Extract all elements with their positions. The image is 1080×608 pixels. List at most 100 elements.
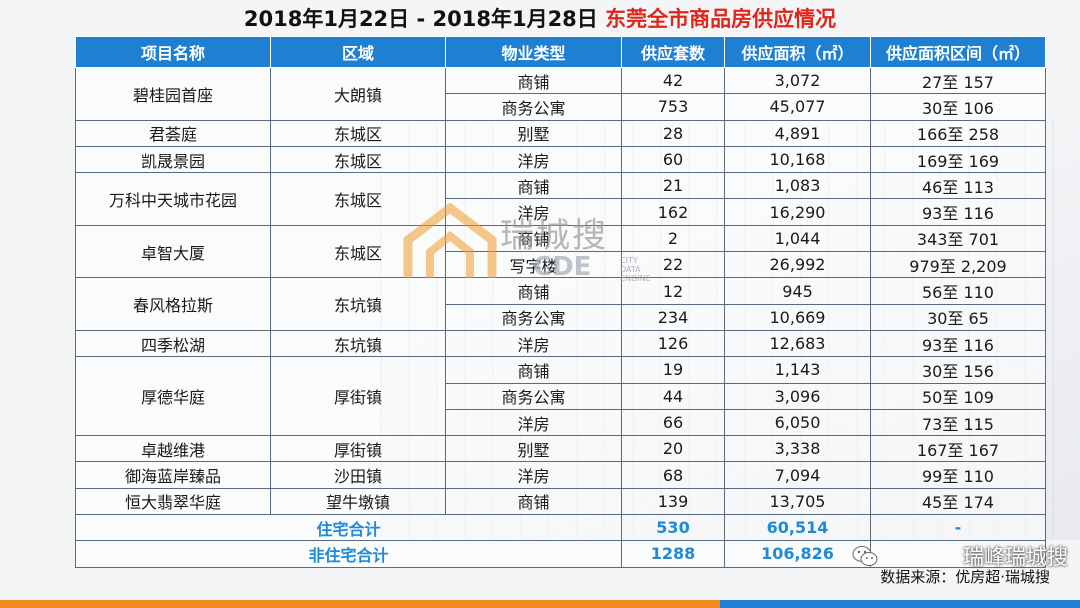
table-row: 洋房 162 16,290 93至 116 <box>76 198 1046 226</box>
total-units: 1288 <box>621 540 725 568</box>
supply-area: 945 <box>724 277 871 305</box>
supply-units: 42 <box>621 66 725 95</box>
area-range: 99至 110 <box>870 461 1046 489</box>
property-type: 商铺 <box>445 277 622 305</box>
project-area: 东坑镇 <box>270 277 446 331</box>
project-name: 厚德华庭 <box>75 356 271 437</box>
supply-area: 1,044 <box>724 224 871 253</box>
header-sqm: 供应面积（㎡） <box>724 36 871 68</box>
area-range: 979至 2,209 <box>870 251 1046 279</box>
supply-area: 1,083 <box>724 172 871 200</box>
supply-units: 2 <box>621 224 725 253</box>
area-range: 30至 156 <box>870 356 1046 384</box>
property-type: 商务公寓 <box>445 382 622 410</box>
project-area: 东坑镇 <box>270 329 446 358</box>
supply-area: 10,168 <box>724 145 871 174</box>
table-row: 商务公寓 753 45,077 30至 106 <box>76 93 1046 121</box>
property-type: 洋房 <box>445 198 622 226</box>
table-row: 恒大翡翠华庭 望牛墩镇 商铺 139 13,705 45至 174 <box>75 487 1046 516</box>
brand-name: 瑞峰瑞城搜 <box>963 545 1068 569</box>
table-row: 四季松湖 东坑镇 洋房 126 12,683 93至 116 <box>75 329 1046 358</box>
table-row: 春风格拉斯 东坑镇 商铺 12 945 56至 110 <box>75 277 1046 331</box>
project-area: 东城区 <box>270 172 446 226</box>
table-header-row: 项目名称 区域 物业类型 供应套数 供应面积（㎡） 供应面积区间（㎡） <box>75 36 1046 68</box>
table-row: 御海蓝岸臻品 沙田镇 洋房 68 7,094 99至 110 <box>75 461 1046 489</box>
property-type: 商铺 <box>445 66 622 95</box>
area-range: 343至 701 <box>870 224 1046 253</box>
property-type: 写字楼 <box>445 251 622 279</box>
supply-units: 60 <box>621 145 725 174</box>
property-type: 商铺 <box>445 356 622 384</box>
area-range: 93至 116 <box>870 198 1046 226</box>
title-date-range: 2018年1月22日 - 2018年1月28日 <box>243 7 606 31</box>
supply-units: 44 <box>621 382 725 410</box>
supply-area: 3,338 <box>724 435 871 463</box>
supply-units: 126 <box>621 329 725 358</box>
supply-units: 162 <box>621 198 725 226</box>
supply-units: 21 <box>621 172 725 200</box>
project-area: 东城区 <box>270 145 446 174</box>
project-name: 碧桂园首座 <box>75 67 271 121</box>
header-units: 供应套数 <box>621 36 725 68</box>
project-name: 御海蓝岸臻品 <box>75 461 271 489</box>
area-range: 56至 110 <box>870 277 1046 305</box>
supply-units: 68 <box>621 461 725 489</box>
project-name: 四季松湖 <box>75 329 271 358</box>
bottom-bar-blue <box>720 600 1080 608</box>
table-row: 卓越维港 厚街镇 别墅 20 3,338 167至 167 <box>75 435 1046 463</box>
supply-units: 20 <box>621 435 725 463</box>
project-area: 望牛墩镇 <box>270 487 446 516</box>
bottom-accent-bar <box>0 600 1080 608</box>
supply-area: 7,094 <box>724 461 871 489</box>
total-units: 530 <box>621 514 725 542</box>
table-row: 凯晟景园 东城区 洋房 60 10,168 169至 169 <box>75 145 1046 174</box>
project-area: 东城区 <box>270 119 446 147</box>
project-area: 厚街镇 <box>270 356 446 437</box>
supply-area: 1,143 <box>724 356 871 384</box>
property-type: 洋房 <box>445 461 622 489</box>
table-row: 卓智大厦 东城区 商铺 2 1,044 343至 701 <box>75 224 1046 279</box>
supply-area: 16,290 <box>724 198 871 226</box>
area-range: 167至 167 <box>870 435 1046 463</box>
supply-area: 6,050 <box>724 408 871 437</box>
area-range: 166至 258 <box>870 119 1046 147</box>
supply-area: 4,891 <box>724 119 871 147</box>
supply-units: 139 <box>621 487 725 516</box>
supply-units: 66 <box>621 408 725 437</box>
project-name: 卓越维港 <box>75 435 271 463</box>
area-range: 46至 113 <box>870 172 1046 200</box>
property-type: 洋房 <box>445 145 622 174</box>
supply-area: 45,077 <box>724 93 871 121</box>
supply-area: 12,683 <box>724 329 871 358</box>
header-range: 供应面积区间（㎡） <box>870 36 1046 68</box>
table-row: 君荟庭 东城区 别墅 28 4,891 166至 258 <box>75 119 1046 147</box>
area-range: 45至 174 <box>870 487 1046 516</box>
area-range: 169至 169 <box>870 145 1046 174</box>
area-range: 73至 115 <box>870 408 1046 437</box>
project-name: 恒大翡翠华庭 <box>75 487 271 516</box>
total-range <box>870 540 1046 568</box>
total-range: - <box>870 514 1046 542</box>
total-label: 住宅合计 <box>75 514 622 542</box>
project-name: 凯晟景园 <box>75 145 271 174</box>
property-type: 商务公寓 <box>445 93 622 121</box>
property-type: 商铺 <box>445 487 622 516</box>
page-title: 2018年1月22日 - 2018年1月28日 东莞全市商品房供应情况 <box>0 4 1080 34</box>
property-type: 商铺 <box>445 172 622 200</box>
supply-area: 26,992 <box>724 251 871 279</box>
table-row: 碧桂园首座 大朗镇 商铺 42 3,072 27至 157 <box>75 66 1046 121</box>
area-range: 30至 65 <box>870 303 1046 331</box>
table-row: 万科中天城市花园 东城区 商铺 21 1,083 46至 113 <box>75 172 1046 226</box>
project-name: 卓智大厦 <box>75 224 271 279</box>
supply-units: 22 <box>621 251 725 279</box>
property-type: 别墅 <box>445 119 622 147</box>
project-name: 春风格拉斯 <box>75 277 271 331</box>
supply-units: 19 <box>621 356 725 384</box>
project-name: 君荟庭 <box>75 119 271 147</box>
wechat-icon <box>852 546 878 566</box>
project-area: 厚街镇 <box>270 435 446 463</box>
supply-area: 10,669 <box>724 303 871 331</box>
supply-area: 13,705 <box>724 487 871 516</box>
header-type: 物业类型 <box>445 36 622 68</box>
total-label: 非住宅合计 <box>75 540 622 568</box>
